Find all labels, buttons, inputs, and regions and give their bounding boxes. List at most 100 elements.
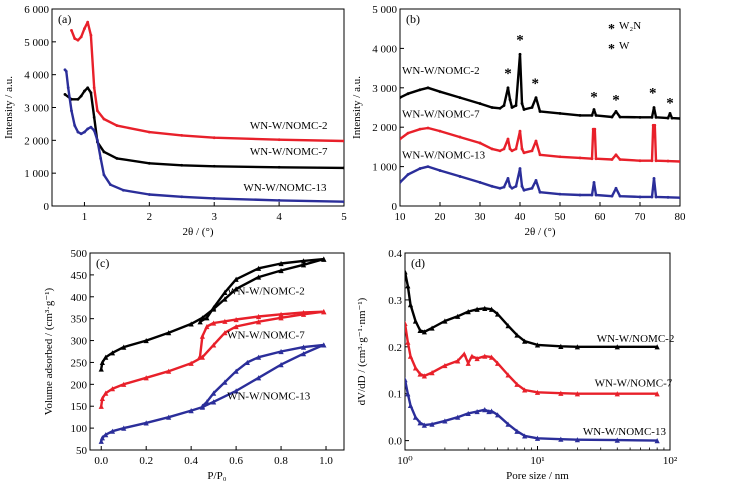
panel-c-series-point (300, 258, 307, 264)
panel-a-series-point (121, 188, 125, 192)
panel-d-series-point (654, 344, 660, 350)
panel-a-series-point (277, 165, 281, 169)
panel-c-series-point (197, 353, 203, 359)
panel-a-xtick-label: 4 (276, 211, 282, 223)
panel-c-ytick-label: 250 (71, 357, 88, 369)
panel-d-series-point (417, 371, 423, 377)
panel-b-xtick-label: 40 (515, 211, 527, 223)
panel-b-series-point (438, 90, 442, 94)
panel-b-series-line (400, 53, 680, 120)
panel-b-series-point (502, 185, 506, 189)
panel-d-xtick-label: 10⁰ (397, 455, 413, 467)
panel-d-series-point (488, 354, 495, 360)
panel-c-xlabel: P/P₀ (207, 470, 226, 482)
panel-b-series-point (514, 147, 518, 151)
panel-a-series-point (79, 35, 83, 39)
panel-b-series-point (666, 159, 670, 163)
panel-c-series-line (100, 310, 324, 407)
panel-b-series-point (530, 106, 534, 109)
panel-d-series-point (412, 365, 419, 371)
panel-a-series-point (102, 117, 106, 121)
panel-b-series-line (400, 124, 680, 163)
panel-c-series-point (233, 323, 239, 330)
panel-c-series-point (233, 388, 239, 394)
panel-b-series-point (426, 86, 430, 90)
panel-b-series-point (614, 153, 618, 157)
panel-c-series-line (100, 257, 325, 370)
panel-d-series-point (405, 377, 408, 383)
panel-c-series-point (244, 359, 250, 366)
panel-a-series-point (96, 109, 99, 113)
panel-c-series-point (211, 390, 217, 396)
panel-c-series-5 (199, 342, 327, 409)
panel-b-series-point (478, 102, 482, 105)
panel-d-series-point (614, 344, 620, 350)
panel-b-series-point (578, 113, 582, 117)
panel-c: 50 100 150 200 250 300 350 400 450 500 0.0 0.2 0.4 0.… (43, 248, 345, 482)
panel-d-series-point (469, 353, 475, 359)
panel-d-series-label: WN-W/NOMC-2 (597, 333, 675, 345)
panel-b-series-point (510, 106, 514, 109)
panel-c-series-point (109, 350, 116, 356)
panel-c-ytick-label: 50 (76, 445, 88, 457)
panel-b-series-point (594, 193, 598, 197)
panel-d-series-point (505, 372, 511, 378)
panel-b-series-point (558, 112, 562, 115)
panel-a-series-point (89, 125, 93, 129)
panel-b-series-point (666, 195, 670, 199)
panel-d-series-point (429, 325, 435, 331)
panel-c-tag: (c) (96, 256, 109, 270)
panel-c-series-point (166, 330, 172, 336)
panel-c-series-line (198, 310, 324, 357)
panel-b-series-point (520, 184, 524, 188)
panel-b-series-point (406, 92, 410, 96)
panel-a-series-point (83, 27, 86, 31)
panel-b-series-point (534, 139, 538, 143)
panel-c-series-point (98, 403, 104, 409)
panel-b-series-point (538, 110, 542, 113)
panel-b-ylabel: Intensity / a.u. (351, 76, 363, 139)
panel-c-series-point (99, 359, 105, 366)
panel-c-series-point (143, 420, 149, 426)
panel-b-series-point (592, 108, 596, 111)
panel-c-series-point (222, 318, 228, 324)
panel-b-peak-marker: * (612, 92, 620, 108)
panel-a-series-point (79, 132, 83, 136)
panel-b-series-point (520, 102, 524, 105)
panel-a-series-line (64, 86, 344, 170)
panel-b-series-point (654, 159, 658, 163)
panel-b-series-point (502, 104, 506, 107)
panel-a-series-point (342, 166, 344, 170)
panel-d-series-point (429, 370, 435, 376)
panel-c-series-point (188, 321, 194, 327)
panel-d-series-point (405, 320, 408, 326)
panel-c-ytick-label: 100 (71, 423, 88, 435)
panel-d-series-point (488, 306, 495, 312)
panel-b-series-point (458, 96, 462, 100)
panel-d-series-label: WN-W/NOMC-13 (583, 426, 667, 438)
panel-b-series-point (534, 96, 538, 100)
panel-b-series-point (400, 96, 402, 100)
panel-b-series-point (530, 149, 534, 153)
panel-b: 0 1 000 2 000 3 000 4 000 5 000 10 20 30 40 50 60 70… (351, 4, 686, 238)
panel-c-series-point (255, 354, 262, 360)
panel-c-series-point (121, 381, 127, 387)
panel-c-series-point (211, 305, 217, 311)
panel-a-series-point (96, 138, 99, 142)
panel-d-series-label: WN-W/NOMC-7 (595, 378, 673, 390)
panel-d-series-point (412, 318, 419, 324)
panel-d-series-point (558, 343, 564, 349)
panel-a-series-point (147, 130, 151, 134)
panel-b-series-2 (400, 165, 680, 200)
panel-b-series-point (650, 115, 654, 119)
panel-b-ytick-label: 1 000 (372, 162, 397, 174)
panel-a-series-point (76, 97, 80, 101)
panel-c-series-point (278, 260, 284, 267)
panel-a-series-point (92, 129, 96, 132)
panel-d-series-point (482, 305, 488, 311)
panel-a-series-point (92, 86, 96, 90)
panel-b-peak-marker: * (504, 66, 512, 82)
panel-d-series-point (421, 329, 427, 335)
panel-d-series-point (421, 422, 427, 428)
panel-c-series-point (199, 403, 205, 409)
